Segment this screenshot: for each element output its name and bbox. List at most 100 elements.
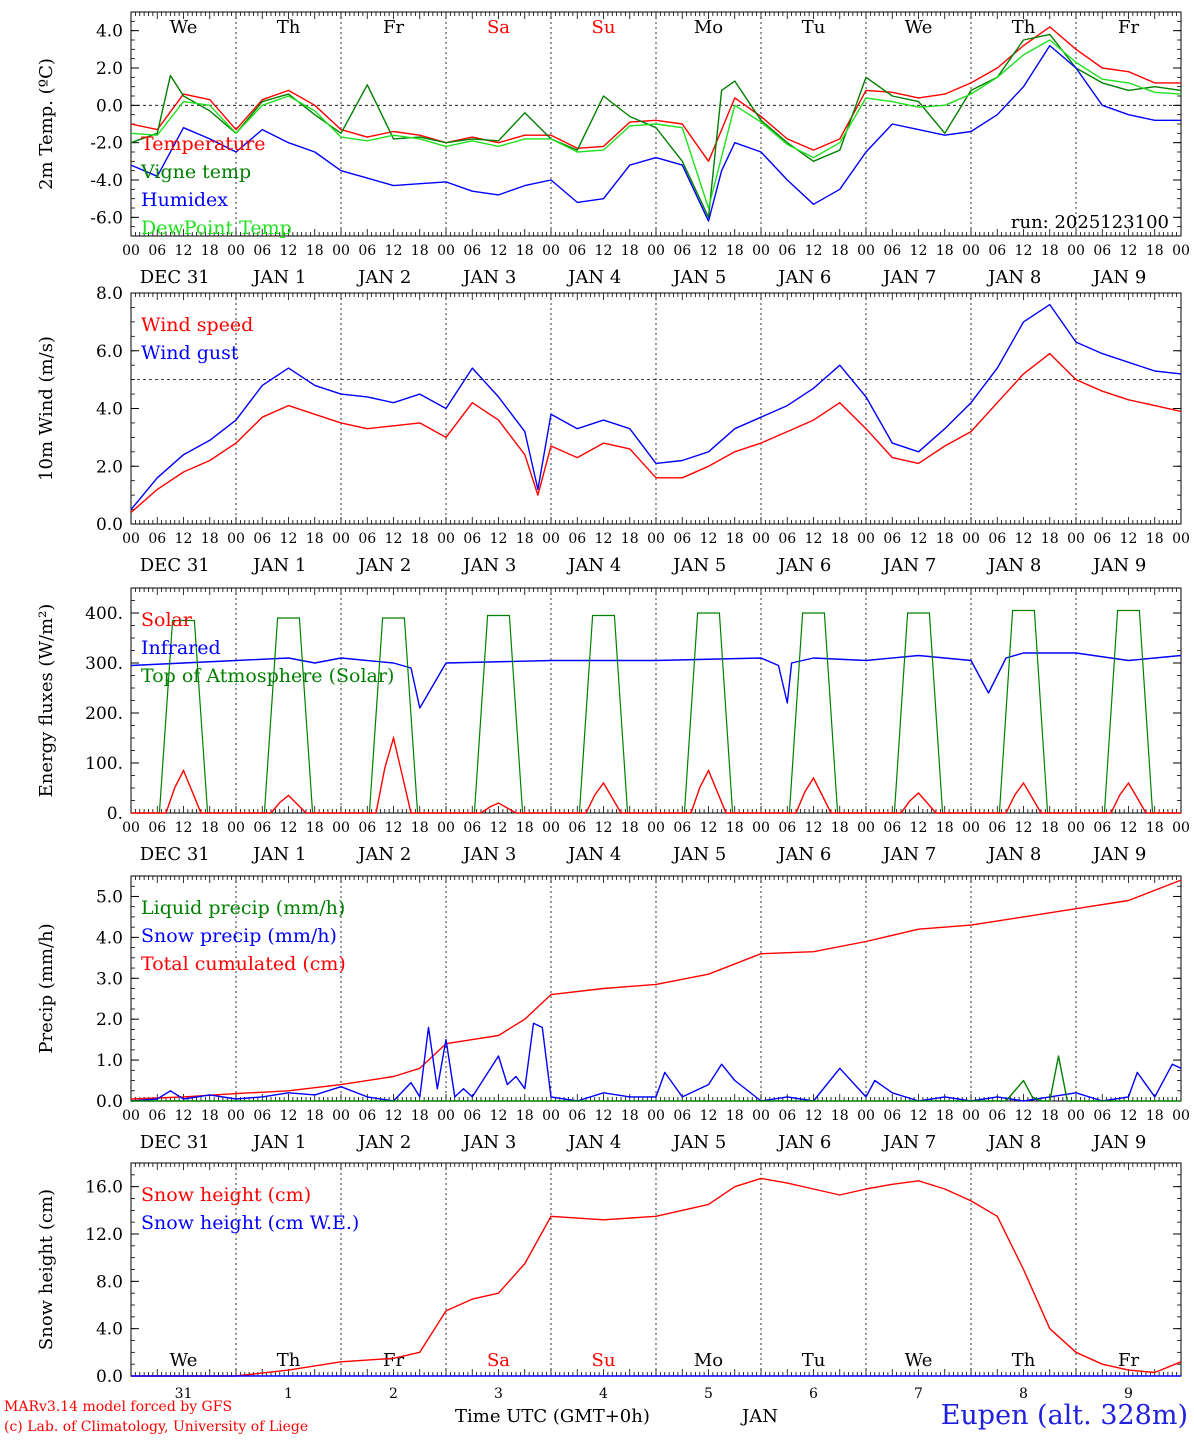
hour-tick-label: 00 <box>542 531 560 547</box>
hour-tick-label: 00 <box>227 531 245 547</box>
hour-tick-label: 12 <box>910 1108 928 1124</box>
hour-tick-label: 18 <box>201 243 219 259</box>
hour-tick-label: 18 <box>1041 531 1059 547</box>
weekday-label: Mo <box>694 1350 723 1371</box>
hour-tick-label: 06 <box>883 531 901 547</box>
date-label: JAN 5 <box>671 1132 726 1153</box>
date-label: JAN 8 <box>986 267 1041 288</box>
y-axis-title: Snow height (cm) <box>36 1189 57 1350</box>
date-label: JAN 1 <box>251 1132 306 1153</box>
hour-tick-label: 00 <box>962 820 980 836</box>
day-number-label: 6 <box>809 1386 818 1402</box>
hour-tick-label: 06 <box>568 243 586 259</box>
series-line-solar <box>131 735 1181 814</box>
y-axis-title: Precip (mm/h) <box>36 923 57 1053</box>
hour-tick-label: 18 <box>1146 531 1164 547</box>
series-line <box>130 44 1181 222</box>
y-tick-label: 4.0 <box>96 400 123 420</box>
series-line <box>130 39 1182 209</box>
legend-entry: DewPoint Temp <box>141 217 292 239</box>
hour-tick-label: 18 <box>516 820 534 836</box>
hour-tick-label: 00 <box>962 531 980 547</box>
hour-tick-label: 00 <box>647 243 665 259</box>
date-label: JAN 3 <box>461 844 516 865</box>
date-label: JAN 2 <box>356 844 411 865</box>
weekday-label: Fr <box>1118 1350 1139 1371</box>
y-axis-title: 2m Temp. (ºC) <box>36 58 57 190</box>
date-label: JAN 3 <box>461 1132 516 1153</box>
date-label: JAN 7 <box>881 267 936 288</box>
hour-tick-label: 00 <box>542 243 560 259</box>
hour-tick-label: 06 <box>358 1108 376 1124</box>
weekday-label: Tu <box>802 17 826 38</box>
weekday-label: Th <box>277 1350 301 1371</box>
hour-tick-label: 12 <box>280 820 298 836</box>
hour-tick-label: 12 <box>175 531 193 547</box>
hour-tick-label: 06 <box>568 820 586 836</box>
y-tick-label: 16.0 <box>85 1178 123 1198</box>
hour-tick-label: 18 <box>411 243 429 259</box>
date-label: JAN 3 <box>461 555 516 576</box>
time-axis-label: Time UTC (GMT+0h) <box>455 1406 650 1427</box>
series-line <box>130 303 1182 511</box>
y-tick-label: 300. <box>85 654 123 674</box>
date-label: JAN 4 <box>566 844 621 865</box>
hour-tick-label: 00 <box>752 243 770 259</box>
hour-tick-label: 18 <box>411 1108 429 1124</box>
date-label: JAN 9 <box>1091 267 1146 288</box>
y-tick-label: 200. <box>85 704 123 724</box>
hour-tick-label: 06 <box>1093 1108 1111 1124</box>
hour-tick-label: 12 <box>175 243 193 259</box>
hour-tick-label: 00 <box>647 1108 665 1124</box>
y-tick-label: 6.0 <box>96 342 123 362</box>
hour-tick-label: 00 <box>542 820 560 836</box>
weekday-label: We <box>905 17 933 38</box>
hour-tick-label: 06 <box>988 243 1006 259</box>
hour-tick-label: 00 <box>962 1108 980 1124</box>
date-label: JAN 9 <box>1091 555 1146 576</box>
hour-tick-label: 00 <box>1067 1108 1085 1124</box>
date-label: JAN 5 <box>671 844 726 865</box>
hour-tick-label: 06 <box>673 243 691 259</box>
y-tick-label: -4.0 <box>90 171 123 191</box>
date-label: JAN 7 <box>881 844 936 865</box>
hour-tick-label: 00 <box>227 1108 245 1124</box>
series-line <box>130 1022 1182 1102</box>
hour-tick-label: 06 <box>1093 243 1111 259</box>
station-name: Eupen (alt. 328m) <box>940 1400 1188 1431</box>
weekday-label: We <box>905 1350 933 1371</box>
hour-tick-label: 18 <box>726 243 744 259</box>
hour-tick-label: 06 <box>778 820 796 836</box>
weekday-label: Sa <box>487 17 510 38</box>
hour-tick-label: 00 <box>647 820 665 836</box>
legend-entry: Total cumulated (cm) <box>141 953 346 975</box>
date-label: JAN 1 <box>251 844 306 865</box>
y-tick-label: 12.0 <box>85 1225 123 1245</box>
date-label: JAN 8 <box>986 1132 1041 1153</box>
hour-tick-label: 18 <box>201 531 219 547</box>
series-line <box>131 1055 1181 1102</box>
y-tick-label: 8.0 <box>96 1272 123 1292</box>
date-label: JAN 4 <box>566 267 621 288</box>
hour-tick-label: 18 <box>306 531 324 547</box>
hour-tick-label: 00 <box>752 1108 770 1124</box>
hour-tick-label: 00 <box>1172 243 1190 259</box>
hour-tick-label: 12 <box>1120 1108 1138 1124</box>
date-label: JAN 9 <box>1091 1132 1146 1153</box>
day-number-label: 2 <box>389 1386 398 1402</box>
y-tick-label: 5.0 <box>96 887 123 907</box>
hour-tick-label: 12 <box>385 243 403 259</box>
hour-tick-label: 18 <box>621 820 639 836</box>
hour-tick-label: 06 <box>1093 531 1111 547</box>
hour-tick-label: 12 <box>175 820 193 836</box>
hour-tick-label: 12 <box>175 1108 193 1124</box>
date-label: JAN 5 <box>671 267 726 288</box>
weekday-label: Fr <box>1118 17 1139 38</box>
hour-tick-label: 12 <box>910 531 928 547</box>
weekday-label: We <box>170 1350 198 1371</box>
hour-tick-label: 18 <box>831 531 849 547</box>
hour-tick-label: 00 <box>752 820 770 836</box>
hour-tick-label: 12 <box>490 820 508 836</box>
hour-tick-label: 12 <box>910 820 928 836</box>
